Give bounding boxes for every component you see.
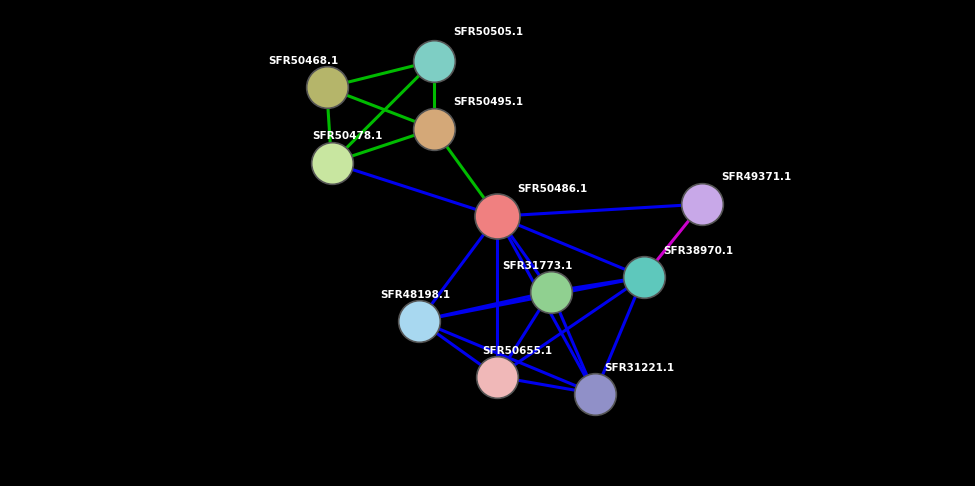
Point xyxy=(411,317,427,325)
Text: SFR48198.1: SFR48198.1 xyxy=(380,290,450,300)
Text: SFR50495.1: SFR50495.1 xyxy=(453,97,524,107)
Text: SFR50486.1: SFR50486.1 xyxy=(517,184,587,194)
Point xyxy=(489,212,505,220)
Text: SFR50655.1: SFR50655.1 xyxy=(483,346,553,356)
Text: SFR31773.1: SFR31773.1 xyxy=(502,260,572,271)
Point xyxy=(489,373,505,381)
Point xyxy=(694,200,710,208)
Point xyxy=(426,57,442,65)
Text: SFR31221.1: SFR31221.1 xyxy=(604,363,675,373)
Point xyxy=(324,159,339,167)
Text: SFR50468.1: SFR50468.1 xyxy=(268,55,338,66)
Text: SFR49371.1: SFR49371.1 xyxy=(722,172,792,182)
Text: SFR38970.1: SFR38970.1 xyxy=(663,246,733,256)
Point xyxy=(543,288,559,295)
Text: SFR50478.1: SFR50478.1 xyxy=(312,131,382,141)
Point xyxy=(587,390,603,398)
Point xyxy=(636,273,651,281)
Point xyxy=(426,125,442,133)
Text: SFR50505.1: SFR50505.1 xyxy=(453,27,524,37)
Point xyxy=(319,84,334,91)
